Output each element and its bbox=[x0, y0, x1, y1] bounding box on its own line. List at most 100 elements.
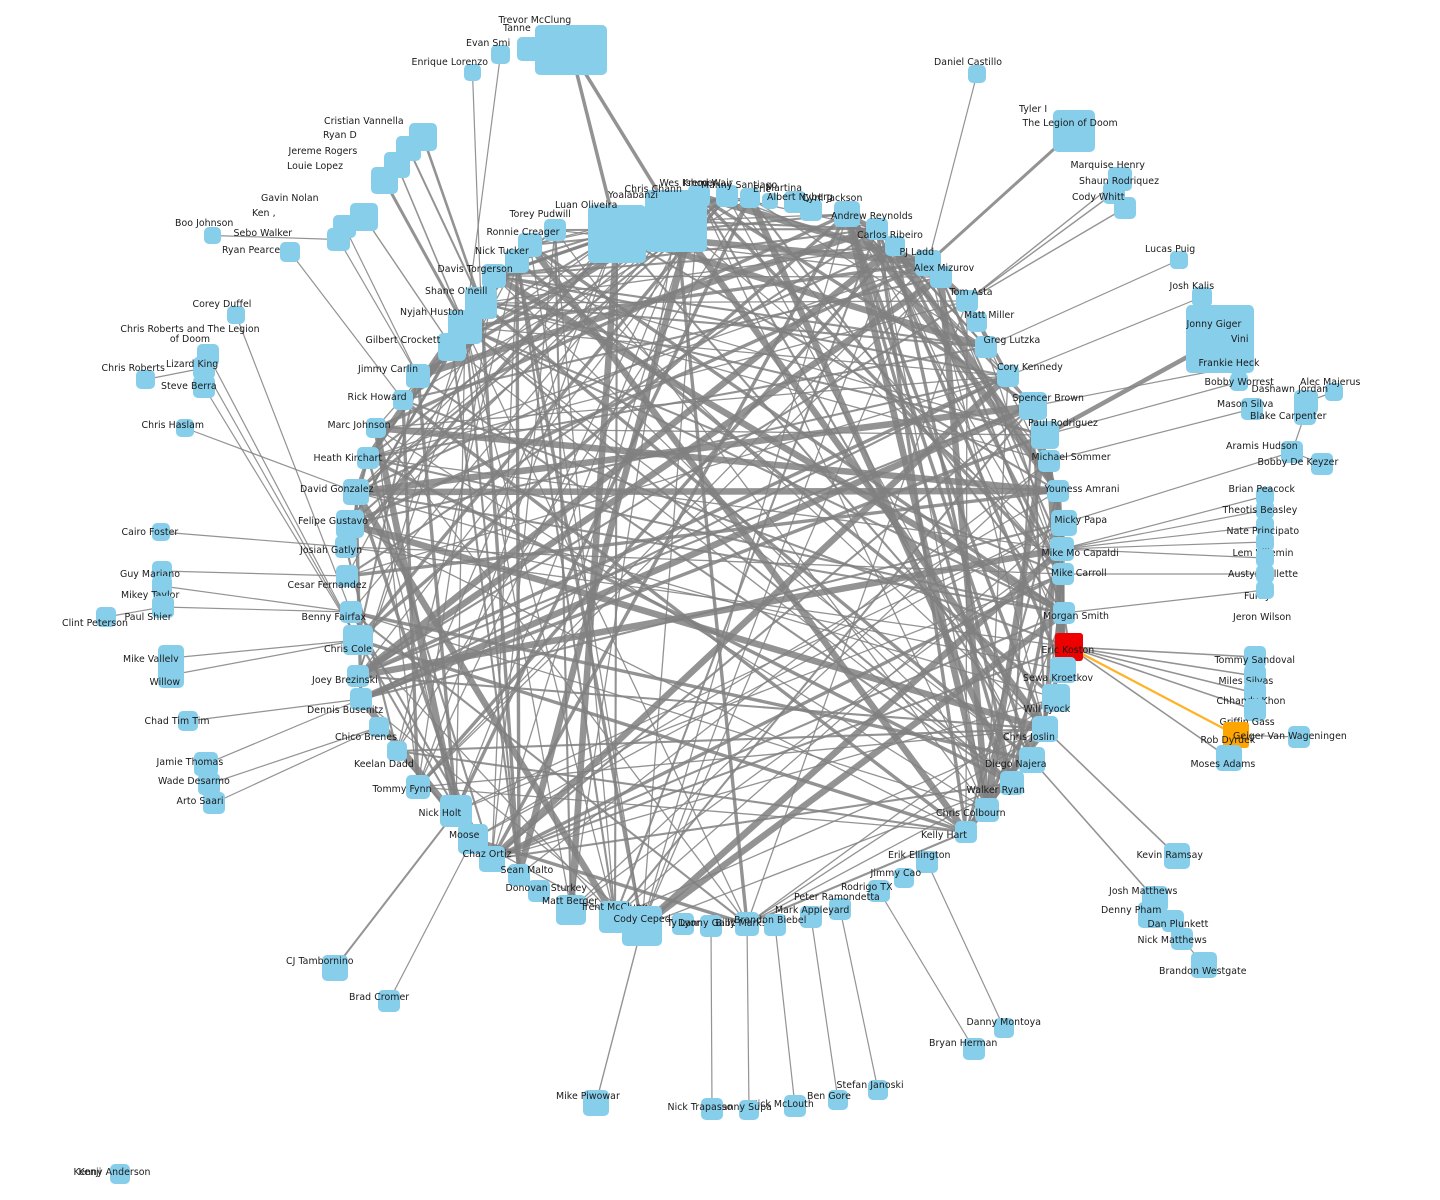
graph-node[interactable] bbox=[1053, 110, 1095, 152]
graph-node[interactable] bbox=[1050, 537, 1074, 561]
graph-node[interactable] bbox=[994, 1018, 1014, 1038]
graph-node[interactable] bbox=[491, 45, 510, 64]
graph-node[interactable] bbox=[1050, 657, 1076, 683]
graph-node[interactable] bbox=[336, 510, 364, 538]
graph-node[interactable] bbox=[440, 795, 472, 827]
graph-node[interactable] bbox=[1223, 722, 1249, 748]
graph-node[interactable] bbox=[1038, 450, 1060, 472]
graph-node[interactable] bbox=[1256, 517, 1274, 535]
graph-node[interactable] bbox=[1192, 287, 1212, 307]
graph-node[interactable] bbox=[193, 357, 215, 379]
graph-node[interactable] bbox=[280, 242, 300, 262]
graph-node[interactable] bbox=[350, 688, 372, 710]
graph-node[interactable] bbox=[716, 185, 738, 207]
graph-node[interactable] bbox=[588, 205, 646, 263]
graph-node[interactable] bbox=[203, 792, 225, 814]
graph-node[interactable] bbox=[482, 264, 506, 288]
graph-node[interactable] bbox=[963, 1038, 985, 1060]
graph-node[interactable] bbox=[198, 773, 220, 795]
graph-node[interactable] bbox=[762, 193, 778, 209]
graph-node[interactable] bbox=[1114, 197, 1136, 219]
graph-node[interactable] bbox=[1256, 581, 1274, 599]
graph-node[interactable] bbox=[406, 364, 430, 388]
graph-node[interactable] bbox=[764, 914, 786, 936]
graph-node[interactable] bbox=[335, 536, 357, 558]
graph-node[interactable] bbox=[740, 188, 760, 208]
graph-node[interactable] bbox=[955, 821, 977, 843]
graph-node[interactable] bbox=[829, 898, 851, 920]
graph-node[interactable] bbox=[479, 846, 505, 872]
graph-node[interactable] bbox=[508, 864, 530, 886]
graph-node[interactable] bbox=[1256, 565, 1274, 583]
graph-node[interactable] bbox=[1138, 902, 1164, 928]
graph-node[interactable] bbox=[701, 1098, 723, 1120]
graph-node[interactable] bbox=[343, 625, 373, 655]
graph-node[interactable] bbox=[136, 370, 155, 389]
graph-node[interactable] bbox=[1019, 747, 1045, 773]
graph-node[interactable] bbox=[894, 868, 914, 888]
graph-node[interactable] bbox=[464, 64, 481, 81]
graph-node[interactable] bbox=[357, 447, 379, 469]
graph-node[interactable] bbox=[152, 523, 170, 541]
graph-node[interactable] bbox=[622, 906, 662, 946]
graph-node[interactable] bbox=[327, 228, 350, 251]
graph-node[interactable] bbox=[343, 479, 369, 505]
graph-node[interactable] bbox=[739, 1100, 759, 1120]
graph-node[interactable] bbox=[1170, 251, 1188, 269]
graph-node[interactable] bbox=[336, 565, 358, 587]
graph-node[interactable] bbox=[967, 312, 987, 332]
graph-node[interactable] bbox=[1042, 684, 1070, 712]
graph-node[interactable] bbox=[975, 336, 997, 358]
graph-node[interactable] bbox=[1244, 646, 1266, 668]
graph-node[interactable] bbox=[1052, 563, 1074, 585]
graph-node[interactable] bbox=[968, 65, 986, 83]
graph-node[interactable] bbox=[544, 219, 566, 241]
graph-node[interactable] bbox=[1256, 501, 1274, 519]
graph-node[interactable] bbox=[110, 1164, 130, 1184]
graph-node[interactable] bbox=[517, 37, 541, 61]
graph-node[interactable] bbox=[1031, 421, 1059, 449]
graph-node[interactable] bbox=[371, 167, 398, 194]
graph-node[interactable] bbox=[158, 662, 184, 688]
graph-node[interactable] bbox=[800, 199, 822, 221]
graph-node[interactable] bbox=[204, 227, 221, 244]
graph-node[interactable] bbox=[688, 185, 710, 207]
graph-node[interactable] bbox=[800, 906, 822, 928]
graph-node[interactable] bbox=[916, 851, 938, 873]
graph-node[interactable] bbox=[1256, 549, 1274, 567]
graph-node[interactable] bbox=[1256, 487, 1274, 505]
graph-node[interactable] bbox=[784, 1095, 806, 1117]
graph-node[interactable] bbox=[366, 418, 386, 438]
graph-node[interactable] bbox=[152, 596, 174, 618]
graph-node[interactable] bbox=[1230, 373, 1248, 391]
graph-node[interactable] bbox=[868, 1080, 888, 1100]
graph-node[interactable] bbox=[583, 1090, 609, 1116]
graph-node[interactable] bbox=[1051, 510, 1077, 536]
graph-node[interactable] bbox=[322, 955, 348, 981]
graph-node[interactable] bbox=[1244, 665, 1266, 687]
graph-node[interactable] bbox=[369, 717, 389, 737]
graph-node[interactable] bbox=[556, 895, 586, 925]
graph-node[interactable] bbox=[1256, 533, 1274, 551]
graph-node[interactable] bbox=[834, 201, 860, 227]
graph-node[interactable] bbox=[700, 915, 722, 937]
graph-node[interactable] bbox=[885, 236, 905, 256]
graph-node[interactable] bbox=[1047, 480, 1069, 502]
graph-node[interactable] bbox=[393, 390, 413, 410]
graph-node[interactable] bbox=[406, 775, 430, 799]
graph-node[interactable] bbox=[178, 711, 198, 731]
graph-node[interactable] bbox=[96, 607, 116, 627]
graph-node[interactable] bbox=[340, 601, 362, 623]
graph-node[interactable] bbox=[1311, 453, 1333, 475]
graph-node[interactable] bbox=[528, 880, 550, 902]
graph-node[interactable] bbox=[347, 665, 369, 687]
graph-node[interactable] bbox=[1244, 699, 1266, 721]
graph-node[interactable] bbox=[956, 290, 978, 312]
graph-node[interactable] bbox=[438, 333, 466, 361]
graph-node[interactable] bbox=[1244, 682, 1266, 704]
graph-node[interactable] bbox=[1053, 602, 1075, 624]
graph-node[interactable] bbox=[672, 913, 694, 935]
graph-node[interactable] bbox=[1164, 843, 1190, 869]
graph-node[interactable] bbox=[505, 249, 529, 273]
graph-node[interactable] bbox=[227, 306, 245, 324]
